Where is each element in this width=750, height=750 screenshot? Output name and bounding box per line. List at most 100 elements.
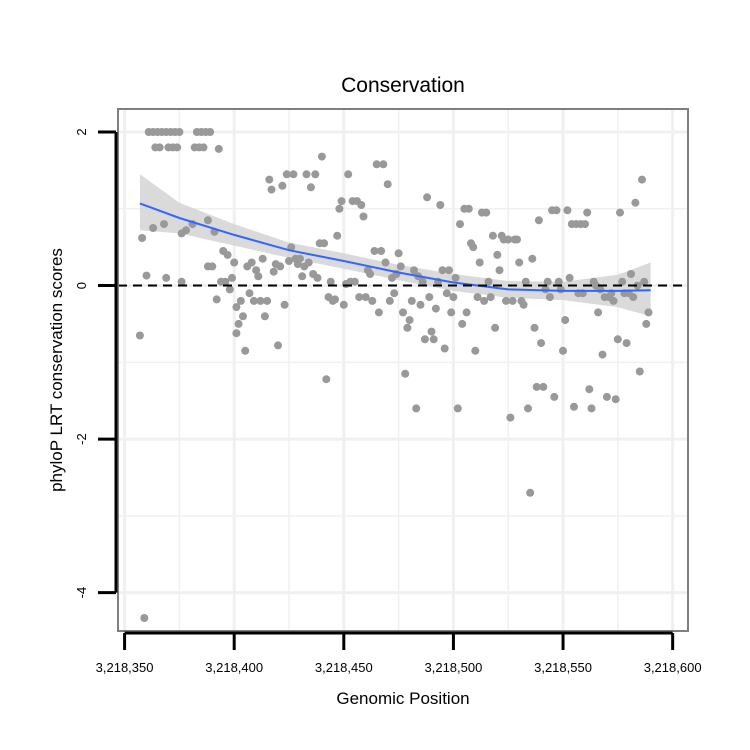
x-tick-label: 3,218,500 (425, 660, 483, 675)
data-point (438, 266, 447, 275)
data-point (530, 323, 539, 332)
data-point (495, 266, 504, 275)
data-point (285, 257, 293, 265)
data-point (232, 329, 241, 338)
data-point (396, 262, 405, 271)
data-point (394, 249, 403, 258)
data-point (456, 220, 464, 229)
data-point (598, 350, 607, 359)
data-point (537, 339, 546, 348)
confidence-band (139, 174, 651, 317)
data-point (449, 293, 458, 302)
data-point (263, 296, 272, 305)
data-point (550, 392, 559, 401)
data-point (416, 300, 425, 309)
data-point (381, 258, 390, 267)
data-point (320, 239, 329, 248)
data-point (368, 296, 377, 305)
data-point (252, 266, 261, 275)
data-point (425, 293, 434, 302)
data-point (453, 404, 462, 413)
data-point (596, 285, 605, 294)
y-tick-label: -4 (74, 587, 89, 599)
data-point (230, 258, 239, 267)
data-point (429, 335, 438, 344)
data-point (361, 293, 370, 302)
data-point (280, 300, 289, 309)
data-point (508, 296, 517, 305)
x-tick-label: 3,218,350 (96, 660, 154, 675)
data-point (534, 216, 543, 225)
data-point (521, 277, 530, 286)
data-point (491, 323, 500, 332)
data-point (135, 331, 144, 340)
data-point (609, 296, 618, 305)
data-point (462, 308, 471, 317)
data-point (618, 277, 627, 286)
data-point (445, 266, 453, 275)
data-point (177, 277, 186, 286)
data-point (298, 272, 307, 281)
data-point (256, 296, 265, 305)
data-point (350, 277, 359, 286)
data-point (613, 335, 622, 344)
data-point (602, 392, 611, 401)
data-point (322, 375, 331, 384)
data-point (306, 183, 315, 192)
plot-panel (118, 109, 688, 631)
data-point (260, 312, 269, 321)
data-point (526, 488, 535, 497)
data-point (296, 254, 304, 263)
data-point (355, 293, 364, 302)
data-point (552, 206, 561, 215)
data-point (611, 395, 620, 404)
data-point (206, 128, 215, 136)
data-point (554, 277, 563, 286)
data-point (304, 258, 313, 267)
data-point (155, 143, 164, 152)
data-point (278, 181, 287, 190)
data-point (464, 204, 473, 213)
data-point (559, 346, 567, 355)
data-point (447, 308, 456, 317)
data-point (234, 319, 243, 328)
data-point (333, 231, 342, 240)
y-tick-label: -2 (74, 433, 89, 445)
data-point (407, 296, 416, 305)
data-point (311, 170, 320, 179)
data-point (254, 272, 263, 281)
data-point (162, 273, 171, 282)
confidence-band-group (139, 174, 651, 317)
data-point (379, 160, 388, 169)
data-point (228, 273, 236, 282)
panel-border (117, 108, 689, 632)
y-axis: -4 -2 0 2 (74, 128, 118, 599)
x-axis-label: Genomic Position (336, 689, 469, 708)
data-point (622, 339, 631, 348)
data-point (594, 308, 603, 317)
data-point (431, 304, 440, 313)
x-tick-label: 3,218,450 (315, 660, 373, 675)
data-point (208, 262, 217, 271)
data-point (239, 312, 247, 321)
data-point (543, 277, 552, 286)
data-point (539, 382, 548, 391)
data-point (638, 175, 646, 184)
data-point (287, 243, 296, 252)
data-point (458, 319, 467, 328)
data-point (399, 308, 407, 317)
data-point (493, 250, 502, 259)
data-point (561, 316, 570, 325)
data-point (583, 208, 592, 217)
data-point (267, 185, 276, 194)
x-tick-label: 3,218,400 (205, 660, 263, 675)
data-point (339, 300, 348, 309)
data-point (140, 614, 149, 622)
data-point (214, 144, 223, 153)
data-point (565, 273, 574, 282)
data-point (504, 235, 513, 244)
data-point (357, 201, 366, 209)
data-point (249, 296, 258, 305)
data-point (451, 273, 460, 282)
